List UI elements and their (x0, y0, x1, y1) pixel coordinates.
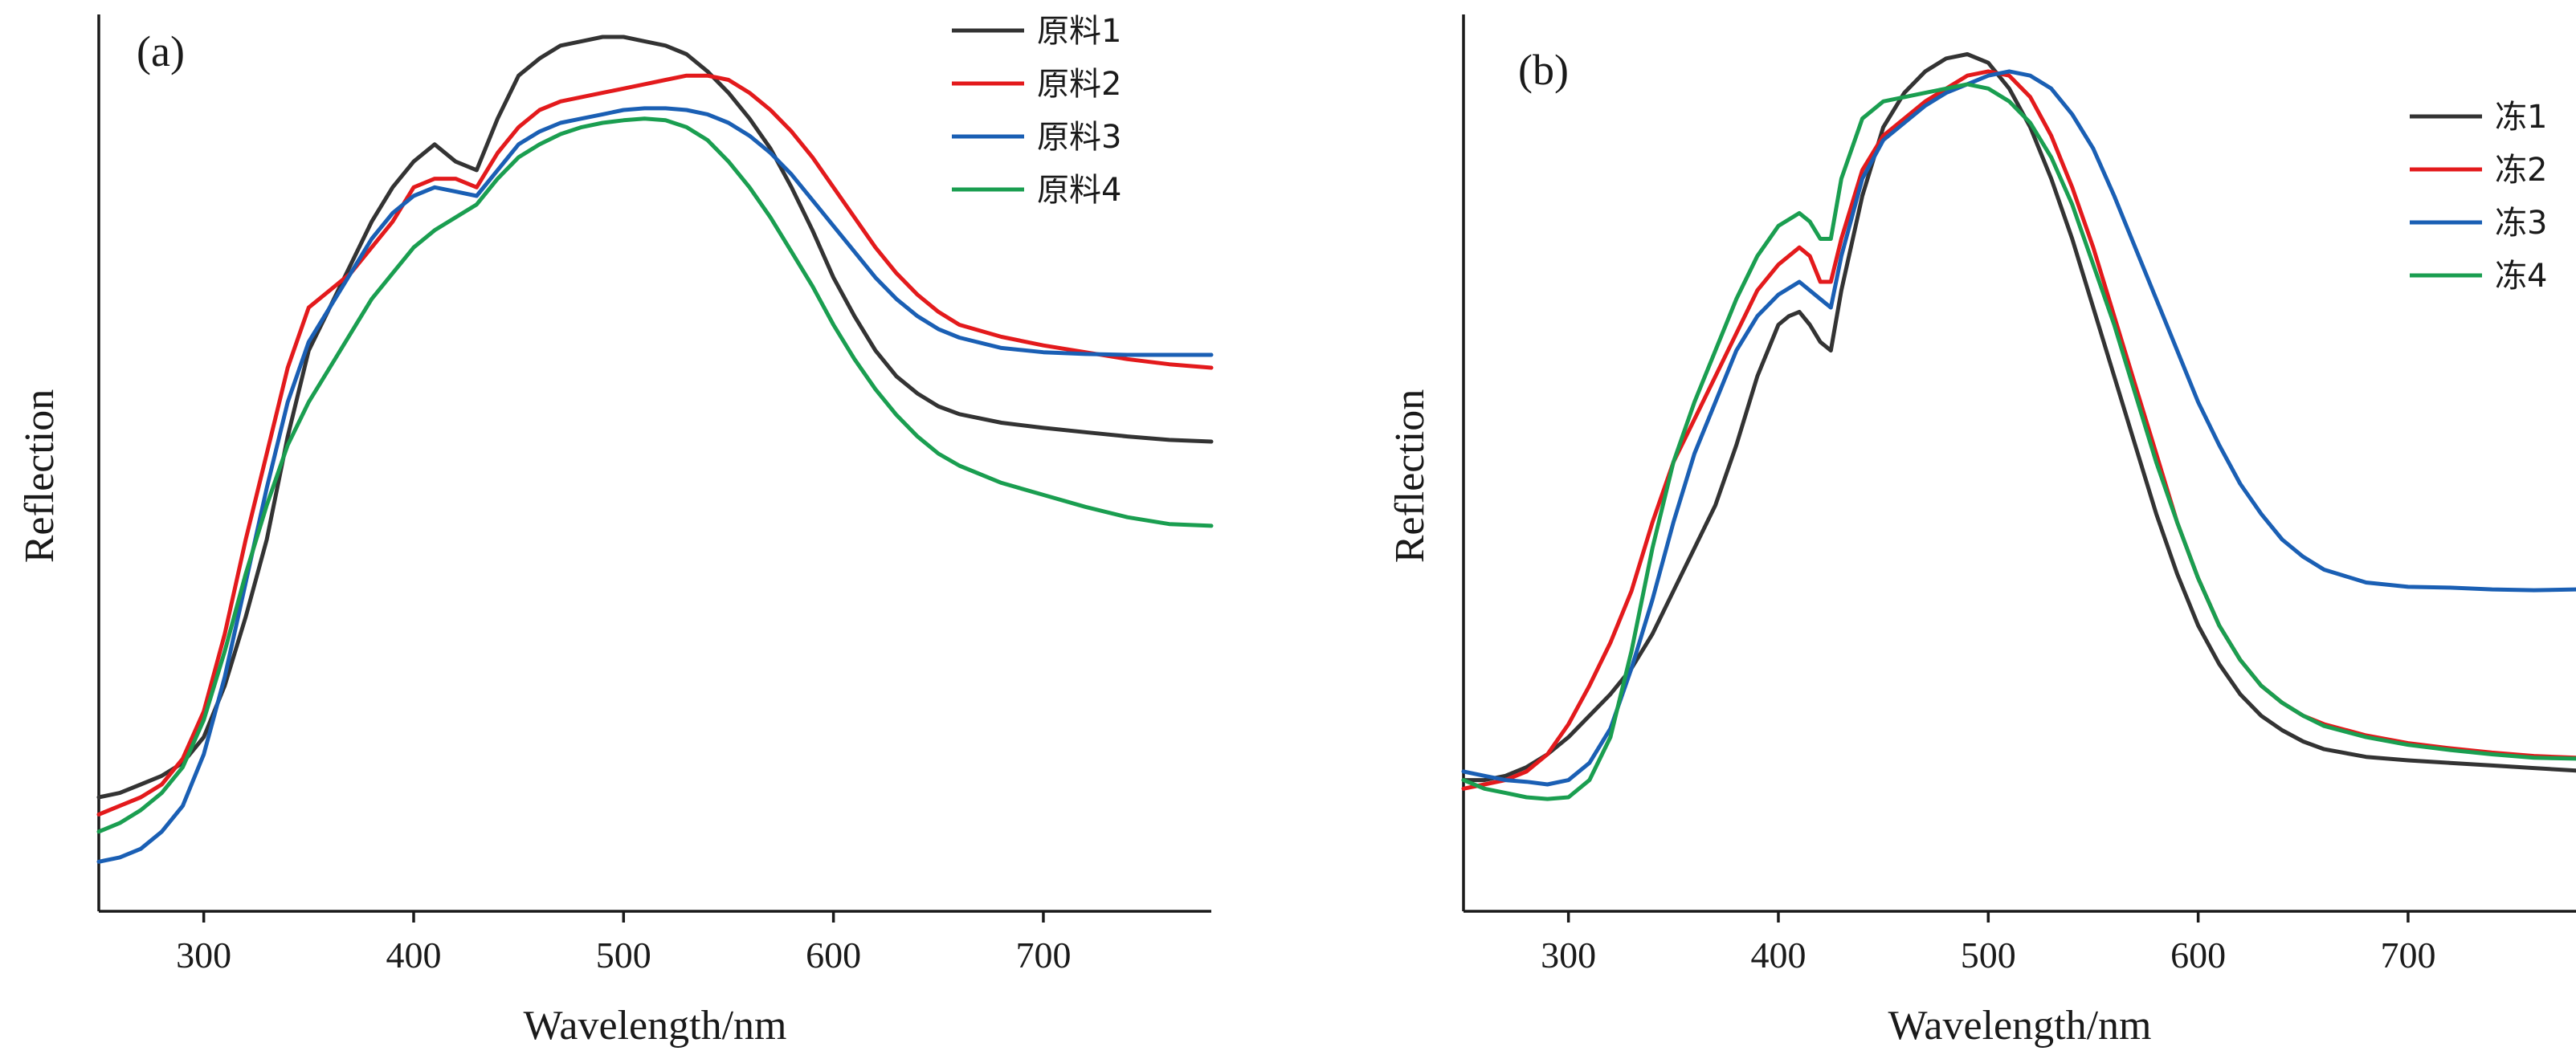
x-tick-label: 400 (1750, 935, 1806, 976)
x-tick-label: 400 (386, 935, 441, 976)
series-line-2 (1461, 69, 2576, 791)
series-line-4 (96, 116, 1214, 834)
x-axis-title: Wavelength/nm (1888, 1003, 2152, 1049)
x-tick-label: 300 (1541, 935, 1596, 976)
legend-label-1: 冻1 (2495, 99, 2547, 136)
series-line-1 (1461, 52, 2576, 783)
x-tick-label: 700 (1015, 935, 1071, 976)
x-tick-label: 600 (806, 935, 861, 976)
chart-panel-b: 300 400 500 600 700 Wavelength/nm Reflection (b… (1387, 14, 2576, 1049)
legend-label-4: 原料4 (1037, 172, 1121, 209)
y-axis-title: Reflection (17, 389, 63, 564)
series-line-3 (1461, 69, 2576, 787)
series-line-4 (1461, 82, 2576, 801)
panel-label: (b) (1518, 46, 1569, 94)
legend-label-4: 冻4 (2495, 258, 2547, 295)
legend-label-1: 原料1 (1037, 13, 1121, 50)
legend-label-2: 冻2 (2495, 152, 2547, 189)
x-tick-label: 300 (176, 935, 231, 976)
x-tick-label: 700 (2380, 935, 2435, 976)
y-axis-title: Reflection (1387, 389, 1433, 564)
series-line-1 (96, 35, 1214, 800)
x-tick-label: 500 (596, 935, 651, 976)
legend-label-3: 冻3 (2495, 205, 2547, 242)
legend-label-2: 原料2 (1037, 66, 1121, 103)
x-axis-title: Wavelength/nm (524, 1003, 787, 1049)
series-line-3 (96, 106, 1214, 864)
x-tick-label: 600 (2170, 935, 2226, 976)
series-line-2 (96, 73, 1214, 817)
chart-panel-a: 300 400 500 600 700 Wavelength/nm Reflection (a… (17, 13, 1214, 1049)
panel-label: (a) (137, 27, 185, 75)
legend-label-3: 原料3 (1037, 119, 1121, 156)
x-tick-label: 500 (1961, 935, 2016, 976)
